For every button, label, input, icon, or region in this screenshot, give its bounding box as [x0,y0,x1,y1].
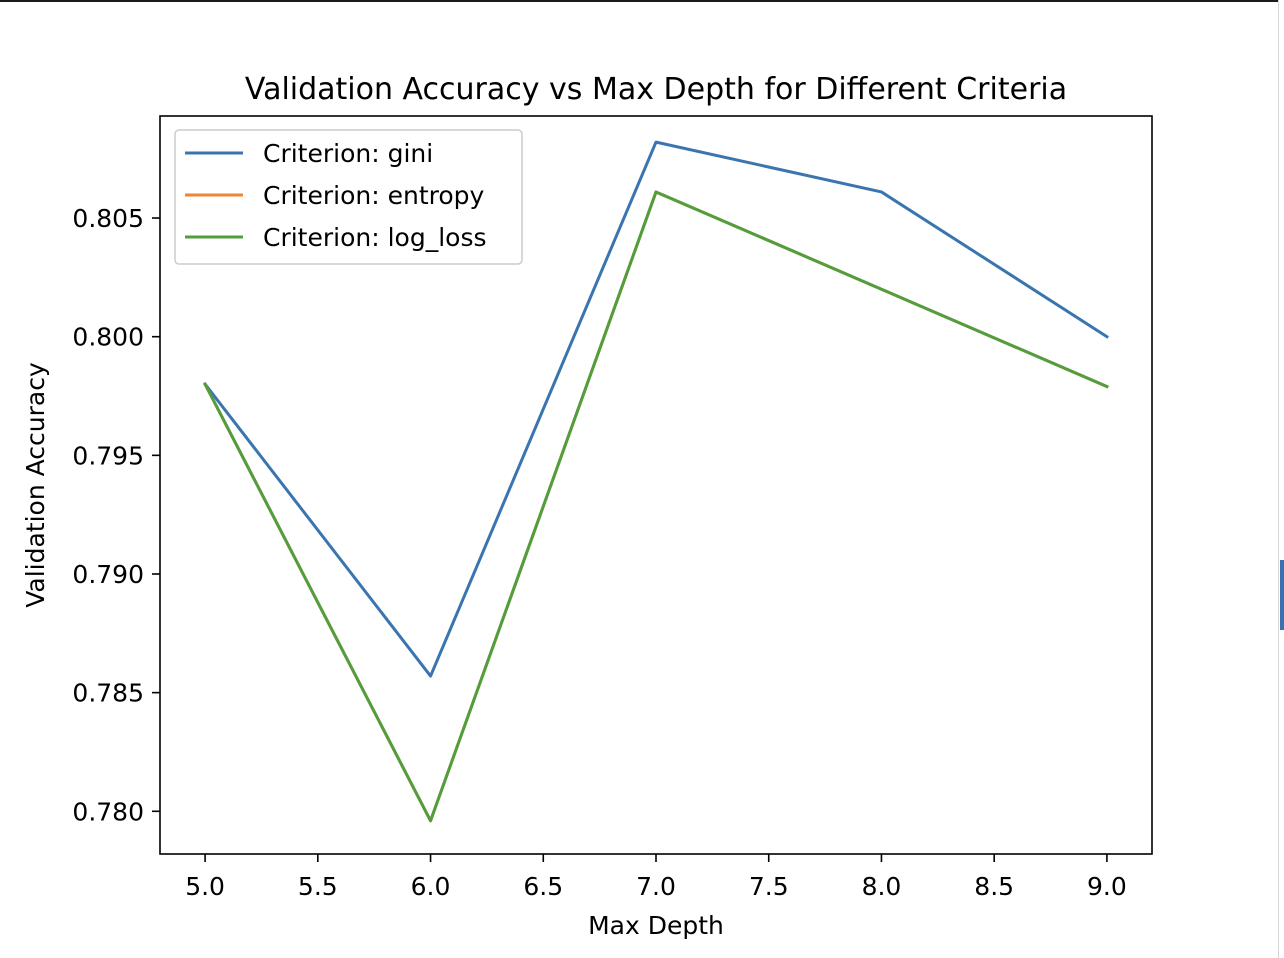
series-line-1 [203,190,1109,823]
series-line-0 [202,140,1109,678]
y-axis-ticks: 0.780 0.785 0.790 0.795 0.800 0.805 [72,204,160,826]
x-tick-label: 5.5 [298,872,338,901]
x-tick-label: 6.0 [411,872,451,901]
legend-box [174,129,523,265]
legend: Criterion: gini Criterion: entropy Criteri… [174,129,523,265]
y-tick-label: 0.780 [72,797,144,826]
x-tick-label: 8.5 [974,872,1014,901]
x-tick-label: 7.0 [636,872,676,901]
x-tick-label: 8.0 [862,872,902,901]
x-axis-ticks: 5.0 5.5 6.0 6.5 7.0 7.5 8.0 8.5 9.0 [185,854,1127,901]
scrollbar-thumb[interactable] [1280,560,1284,630]
x-axis-label: Max Depth [588,911,724,940]
x-tick-label: 9.0 [1087,872,1127,901]
y-tick-label: 0.800 [72,323,144,352]
x-tick-label: 7.5 [749,872,789,901]
window-right-edge [1278,0,1284,958]
y-tick-label: 0.785 [72,679,144,708]
window-top-edge [0,0,1284,2]
y-axis-label: Validation Accuracy [21,362,50,608]
chart-title: Validation Accuracy vs Max Depth for Dif… [245,72,1067,107]
legend-label-0: Criterion: gini [263,139,433,168]
y-tick-label: 0.790 [72,560,144,589]
plot-area [202,140,1109,823]
legend-label-2: Criterion: log_loss [263,223,487,252]
x-tick-label: 5.0 [185,872,225,901]
x-tick-label: 6.5 [523,872,563,901]
series-line-2 [203,190,1109,823]
y-tick-label: 0.805 [72,204,144,233]
legend-label-1: Criterion: entropy [263,181,485,210]
y-tick-label: 0.795 [72,441,144,470]
